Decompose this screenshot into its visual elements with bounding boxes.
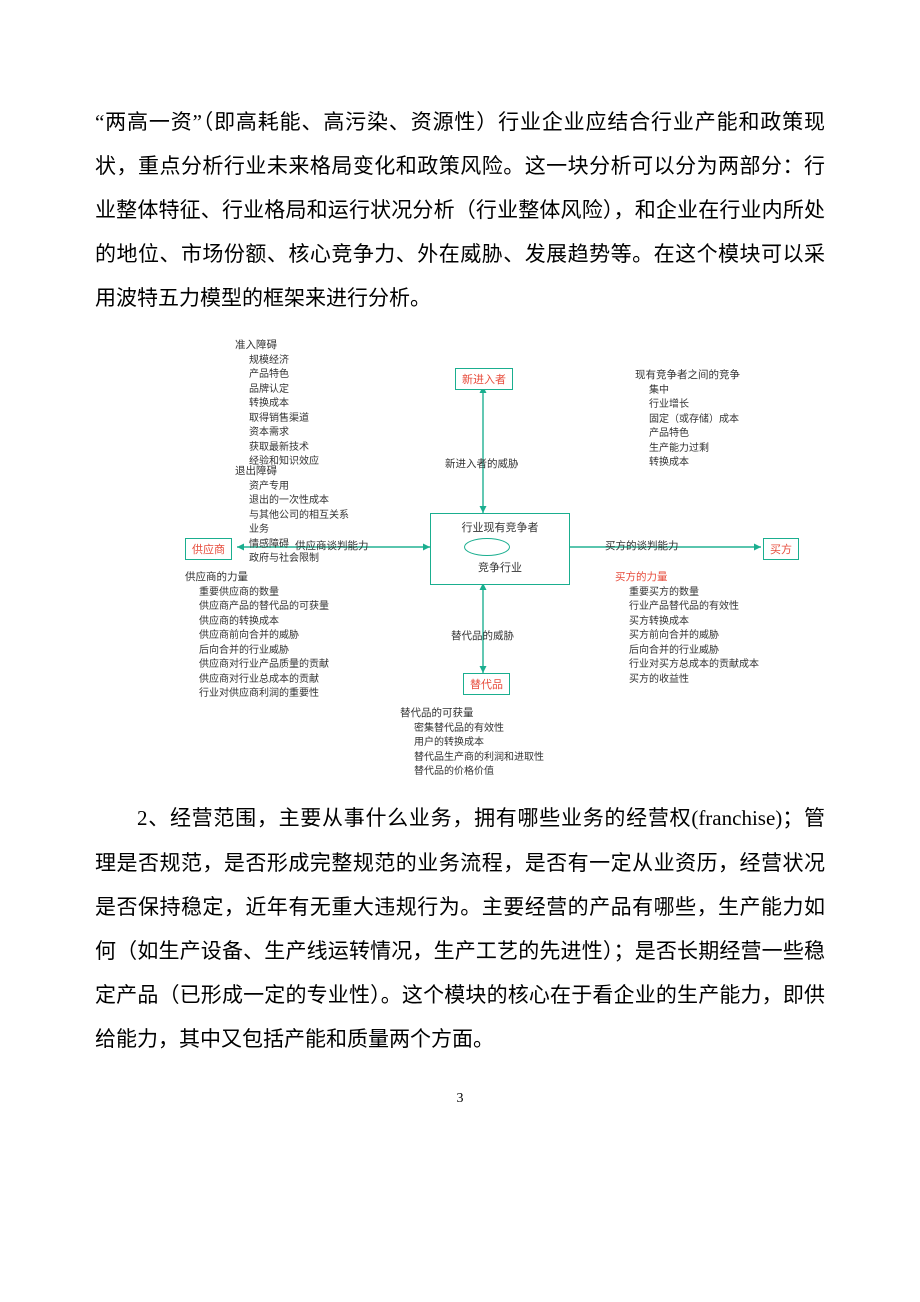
list-item: 规模经济 bbox=[235, 354, 319, 369]
edge-label-buyer-power: 买方的谈判能力 bbox=[605, 538, 679, 553]
list-item: 替代品生产商的利润和进取性 bbox=[400, 751, 544, 766]
list-supplier-power: 供应商的力量重要供应商的数量供应商产品的替代品的可获量供应商的转换成本供应商前向… bbox=[185, 570, 329, 701]
list-item: 替代品的价格价值 bbox=[400, 765, 544, 780]
list-item: 供应商对行业总成本的贡献 bbox=[185, 673, 329, 688]
list-header: 现有竞争者之间的竞争 bbox=[635, 368, 740, 383]
page-number: 3 bbox=[95, 1091, 825, 1107]
list-header: 准入障碍 bbox=[235, 338, 319, 353]
center-line1: 行业现有竞争者 bbox=[445, 520, 555, 538]
list-header: 买方的力量 bbox=[615, 570, 759, 585]
list-item: 行业对买方总成本的贡献成本 bbox=[615, 658, 759, 673]
list-item: 买方的收益性 bbox=[615, 673, 759, 688]
list-item: 转换成本 bbox=[235, 397, 319, 412]
list-item: 产品特色 bbox=[635, 427, 740, 442]
list-rivalry-factors: 现有竞争者之间的竞争集中行业增长固定（或存储）成本产品特色生产能力过剩转换成本 bbox=[635, 368, 740, 470]
list-item: 行业产品替代品的有效性 bbox=[615, 600, 759, 615]
list-item: 买方前向合并的威胁 bbox=[615, 629, 759, 644]
list-item: 供应商前向合并的威胁 bbox=[185, 629, 329, 644]
list-item: 后向合并的行业威胁 bbox=[615, 644, 759, 659]
node-label: 新进入者 bbox=[462, 374, 506, 386]
list-item: 集中 bbox=[635, 384, 740, 399]
paragraph-1: “两高一资”（即高耗能、高污染、资源性）行业企业应结合行业产能和政策现状，重点分… bbox=[95, 100, 825, 320]
list-item: 生产能力过剩 bbox=[635, 442, 740, 457]
list-item: 转换成本 bbox=[635, 456, 740, 471]
list-item: 资本需求 bbox=[235, 426, 319, 441]
list-item: 政府与社会限制 bbox=[235, 552, 349, 567]
node-label: 替代品 bbox=[470, 679, 503, 691]
list-header: 替代品的可获量 bbox=[400, 706, 544, 721]
node-buyer: 买方 bbox=[763, 538, 799, 560]
list-item: 重要供应商的数量 bbox=[185, 586, 329, 601]
list-item: 取得销售渠道 bbox=[235, 412, 319, 427]
node-supplier: 供应商 bbox=[185, 538, 232, 560]
list-entry-barriers: 准入障碍规模经济产品特色品牌认定转换成本取得销售渠道资本需求获取最新技术经验和知… bbox=[235, 338, 319, 469]
node-industry-rivalry: 行业现有竞争者 竞争行业 bbox=[430, 513, 570, 584]
edge-label-new-entrant-threat: 新进入者的威胁 bbox=[445, 456, 519, 471]
list-item: 密集替代品的有效性 bbox=[400, 722, 544, 737]
list-item: 供应商对行业产品质量的贡献 bbox=[185, 658, 329, 673]
list-item: 用户的转换成本 bbox=[400, 736, 544, 751]
node-label: 买方 bbox=[770, 544, 792, 556]
node-new-entrant: 新进入者 bbox=[455, 368, 513, 390]
node-substitute: 替代品 bbox=[463, 673, 510, 695]
list-header: 退出障碍 bbox=[235, 464, 349, 479]
list-item: 行业增长 bbox=[635, 398, 740, 413]
list-substitute-availability: 替代品的可获量密集替代品的有效性用户的转换成本替代品生产商的利润和进取性替代品的… bbox=[400, 706, 544, 779]
list-item: 固定（或存储）成本 bbox=[635, 413, 740, 428]
list-item: 获取最新技术 bbox=[235, 441, 319, 456]
paragraph-2: 2、经营范围，主要从事什么业务，拥有哪些业务的经营权(franchise)；管理… bbox=[95, 796, 825, 1061]
list-item: 买方转换成本 bbox=[615, 615, 759, 630]
list-item: 行业对供应商利润的重要性 bbox=[185, 687, 329, 702]
list-item: 业务 bbox=[235, 523, 349, 538]
list-item: 情感障碍 bbox=[235, 538, 349, 553]
list-item: 产品特色 bbox=[235, 368, 319, 383]
node-label: 供应商 bbox=[192, 544, 225, 556]
document-page: “两高一资”（即高耗能、高污染、资源性）行业企业应结合行业产能和政策现状，重点分… bbox=[0, 0, 920, 1147]
list-item: 供应商产品的替代品的可获量 bbox=[185, 600, 329, 615]
list-item: 退出的一次性成本 bbox=[235, 494, 349, 509]
center-line2: 竞争行业 bbox=[445, 560, 555, 578]
list-item: 重要买方的数量 bbox=[615, 586, 759, 601]
list-item: 与其他公司的相互关系 bbox=[235, 509, 349, 524]
list-buyer-power: 买方的力量重要买方的数量行业产品替代品的有效性买方转换成本买方前向合并的威胁后向… bbox=[615, 570, 759, 687]
list-item: 后向合并的行业威胁 bbox=[185, 644, 329, 659]
porter-five-forces-diagram: 行业现有竞争者 竞争行业 新进入者 供应商 买方 替代品 新进入者的威胁 供应商… bbox=[155, 338, 835, 778]
list-exit-barriers: 退出障碍资产专用退出的一次性成本与其他公司的相互关系业务情感障碍政府与社会限制 bbox=[235, 464, 349, 566]
edge-label-substitute-threat: 替代品的威胁 bbox=[451, 628, 514, 643]
list-item: 资产专用 bbox=[235, 480, 349, 495]
list-item: 品牌认定 bbox=[235, 383, 319, 398]
list-header: 供应商的力量 bbox=[185, 570, 329, 585]
list-item: 供应商的转换成本 bbox=[185, 615, 329, 630]
